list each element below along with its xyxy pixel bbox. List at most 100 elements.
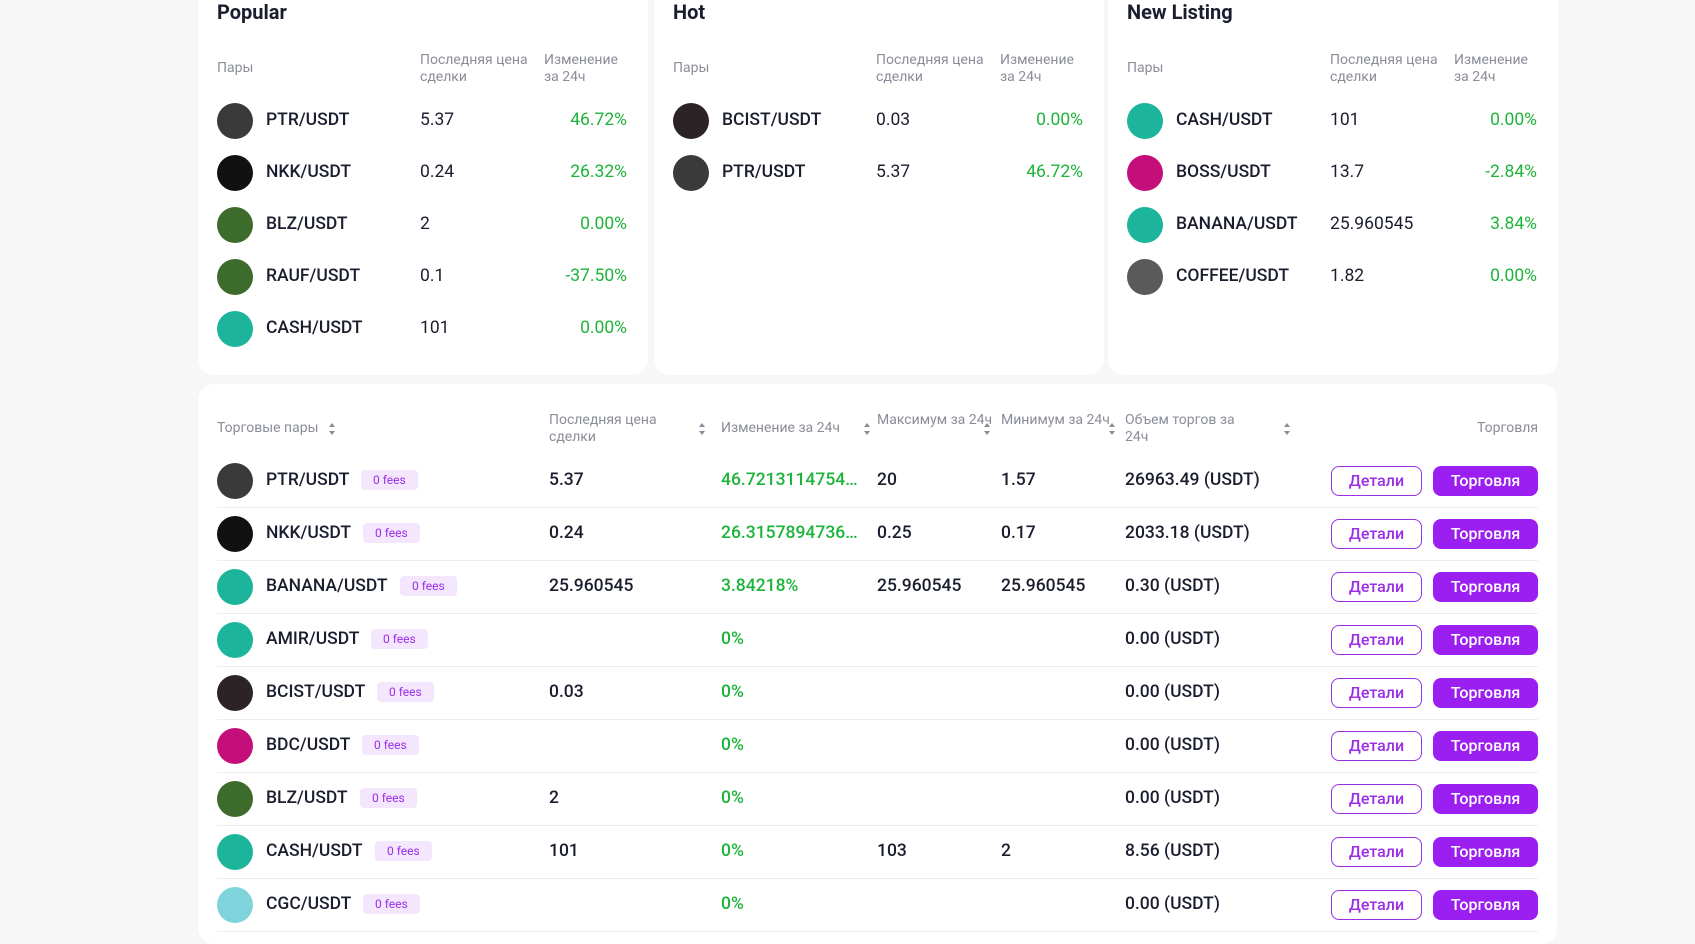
last-price: 2 xyxy=(420,214,430,234)
trade-button[interactable]: Торговля xyxy=(1433,572,1538,602)
sort-icon[interactable] xyxy=(328,423,336,435)
change-24h: 0% xyxy=(721,682,744,702)
volume-24h: 2033.18 (USDT) xyxy=(1125,523,1250,543)
last-price: 101 xyxy=(549,841,579,861)
low-24h: 25.960545 xyxy=(1001,576,1086,596)
pair-name[interactable]: BANANA/USDT xyxy=(1176,214,1298,234)
volume-24h: 0.00 (USDT) xyxy=(1125,682,1220,702)
column-header[interactable]: Минимум за 24ч xyxy=(1001,412,1110,428)
pair-name[interactable]: COFFEE/USDT xyxy=(1176,266,1290,286)
sort-icon[interactable] xyxy=(1108,423,1116,435)
sort-icon[interactable] xyxy=(698,423,706,435)
volume-24h: 0.00 (USDT) xyxy=(1125,788,1220,808)
last-price: 5.37 xyxy=(420,110,455,130)
column-header[interactable]: Объем торгов за 24ч xyxy=(1125,412,1235,445)
column-header: Торговля xyxy=(1476,420,1538,436)
pair-name[interactable]: CASH/USDT xyxy=(266,318,363,338)
change-24h: 46.72% xyxy=(570,110,627,130)
high-24h: 25.960545 xyxy=(877,576,962,596)
pair-name[interactable]: RAUF/USDT xyxy=(266,266,361,286)
column-header: Изменение за 24ч xyxy=(1000,52,1074,85)
details-button[interactable]: Детали xyxy=(1331,519,1422,549)
trade-button[interactable]: Торговля xyxy=(1433,466,1538,496)
column-header[interactable]: Последняя цена сделки xyxy=(549,412,657,445)
change-24h: 0% xyxy=(721,629,744,649)
pair-name[interactable]: CASH/USDT xyxy=(1176,110,1273,130)
column-header[interactable]: Максимум за 24ч xyxy=(877,412,993,428)
column-header[interactable]: Изменение за 24ч xyxy=(721,420,840,436)
volume-24h: 26963.49 (USDT) xyxy=(1125,470,1260,490)
pair-name[interactable]: NKK/USDT xyxy=(266,523,352,543)
pair-name[interactable]: BDC/USDT xyxy=(266,735,351,755)
column-header: Пары xyxy=(217,60,254,76)
details-button[interactable]: Детали xyxy=(1331,466,1422,496)
row-divider xyxy=(217,613,1538,614)
coin-icon xyxy=(673,103,709,139)
details-button[interactable]: Детали xyxy=(1331,625,1422,655)
row-divider xyxy=(217,719,1538,720)
pair-name[interactable]: PTR/USDT xyxy=(722,162,806,182)
row-divider xyxy=(217,825,1538,826)
coin-icon xyxy=(673,155,709,191)
trade-button[interactable]: Торговля xyxy=(1433,731,1538,761)
change-24h: 3.84% xyxy=(1490,214,1537,234)
pair-name[interactable]: PTR/USDT xyxy=(266,110,350,130)
column-header: Изменение за 24ч xyxy=(544,52,618,85)
trade-button[interactable]: Торговля xyxy=(1433,519,1538,549)
coin-icon xyxy=(217,103,253,139)
pair-name[interactable]: PTR/USDT xyxy=(266,470,350,490)
last-price: 0.24 xyxy=(549,523,584,543)
volume-24h: 0.30 (USDT) xyxy=(1125,576,1220,596)
trade-button[interactable]: Торговля xyxy=(1433,784,1538,814)
details-button[interactable]: Детали xyxy=(1331,890,1422,920)
coin-icon xyxy=(1127,103,1163,139)
fees-badge: 0 fees xyxy=(362,735,419,755)
details-button[interactable]: Детали xyxy=(1331,731,1422,761)
pair-name[interactable]: AMIR/USDT xyxy=(266,629,360,649)
sort-icon[interactable] xyxy=(983,423,991,435)
change-24h: 3.84218% xyxy=(721,576,799,596)
column-header[interactable]: Торговые пары xyxy=(217,420,319,436)
low-24h: 1.57 xyxy=(1001,470,1036,490)
pair-name[interactable]: BLZ/USDT xyxy=(266,788,348,808)
coin-icon xyxy=(217,259,253,295)
change-24h: 0% xyxy=(721,894,744,914)
low-24h: 0.17 xyxy=(1001,523,1036,543)
row-divider xyxy=(217,560,1538,561)
change-24h: -37.50% xyxy=(565,266,627,286)
pair-name[interactable]: BCIST/USDT xyxy=(266,682,366,702)
fees-badge: 0 fees xyxy=(360,788,417,808)
pair-name[interactable]: NKK/USDT xyxy=(266,162,352,182)
pair-name[interactable]: BOSS/USDT xyxy=(1176,162,1271,182)
coin-icon xyxy=(1127,155,1163,191)
details-button[interactable]: Детали xyxy=(1331,784,1422,814)
details-button[interactable]: Детали xyxy=(1331,572,1422,602)
pairs-table: Торговые пары Последняя цена сделки Измене… xyxy=(198,384,1557,944)
change-24h: 46.7213114754… xyxy=(721,470,858,490)
pair-name[interactable]: BLZ/USDT xyxy=(266,214,348,234)
high-24h: 0.25 xyxy=(877,523,912,543)
details-button[interactable]: Детали xyxy=(1331,837,1422,867)
sort-icon[interactable] xyxy=(1283,423,1291,435)
market-card: Hot Пары Последняя цена сделки Изменение за… xyxy=(654,0,1104,375)
last-price: 0.03 xyxy=(876,110,911,130)
pair-name[interactable]: CGC/USDT xyxy=(266,894,352,914)
market-card: Popular Пары Последняя цена сделки Изменени… xyxy=(198,0,648,375)
trade-button[interactable]: Торговля xyxy=(1433,890,1538,920)
pair-name[interactable]: BANANA/USDT xyxy=(266,576,388,596)
pair-name[interactable]: BCIST/USDT xyxy=(722,110,822,130)
sort-icon[interactable] xyxy=(863,423,871,435)
details-button[interactable]: Детали xyxy=(1331,678,1422,708)
trade-button[interactable]: Торговля xyxy=(1433,625,1538,655)
change-24h: 0.00% xyxy=(1036,110,1083,130)
pair-name[interactable]: CASH/USDT xyxy=(266,841,363,861)
last-price: 101 xyxy=(420,318,450,338)
trade-button[interactable]: Торговля xyxy=(1433,678,1538,708)
change-24h: 0.00% xyxy=(1490,266,1537,286)
column-header: Пары xyxy=(673,60,710,76)
change-24h: 0% xyxy=(721,788,744,808)
trade-button[interactable]: Торговля xyxy=(1433,837,1538,867)
fees-badge: 0 fees xyxy=(363,523,420,543)
column-header: Пары xyxy=(1127,60,1164,76)
last-price: 1.82 xyxy=(1330,266,1365,286)
